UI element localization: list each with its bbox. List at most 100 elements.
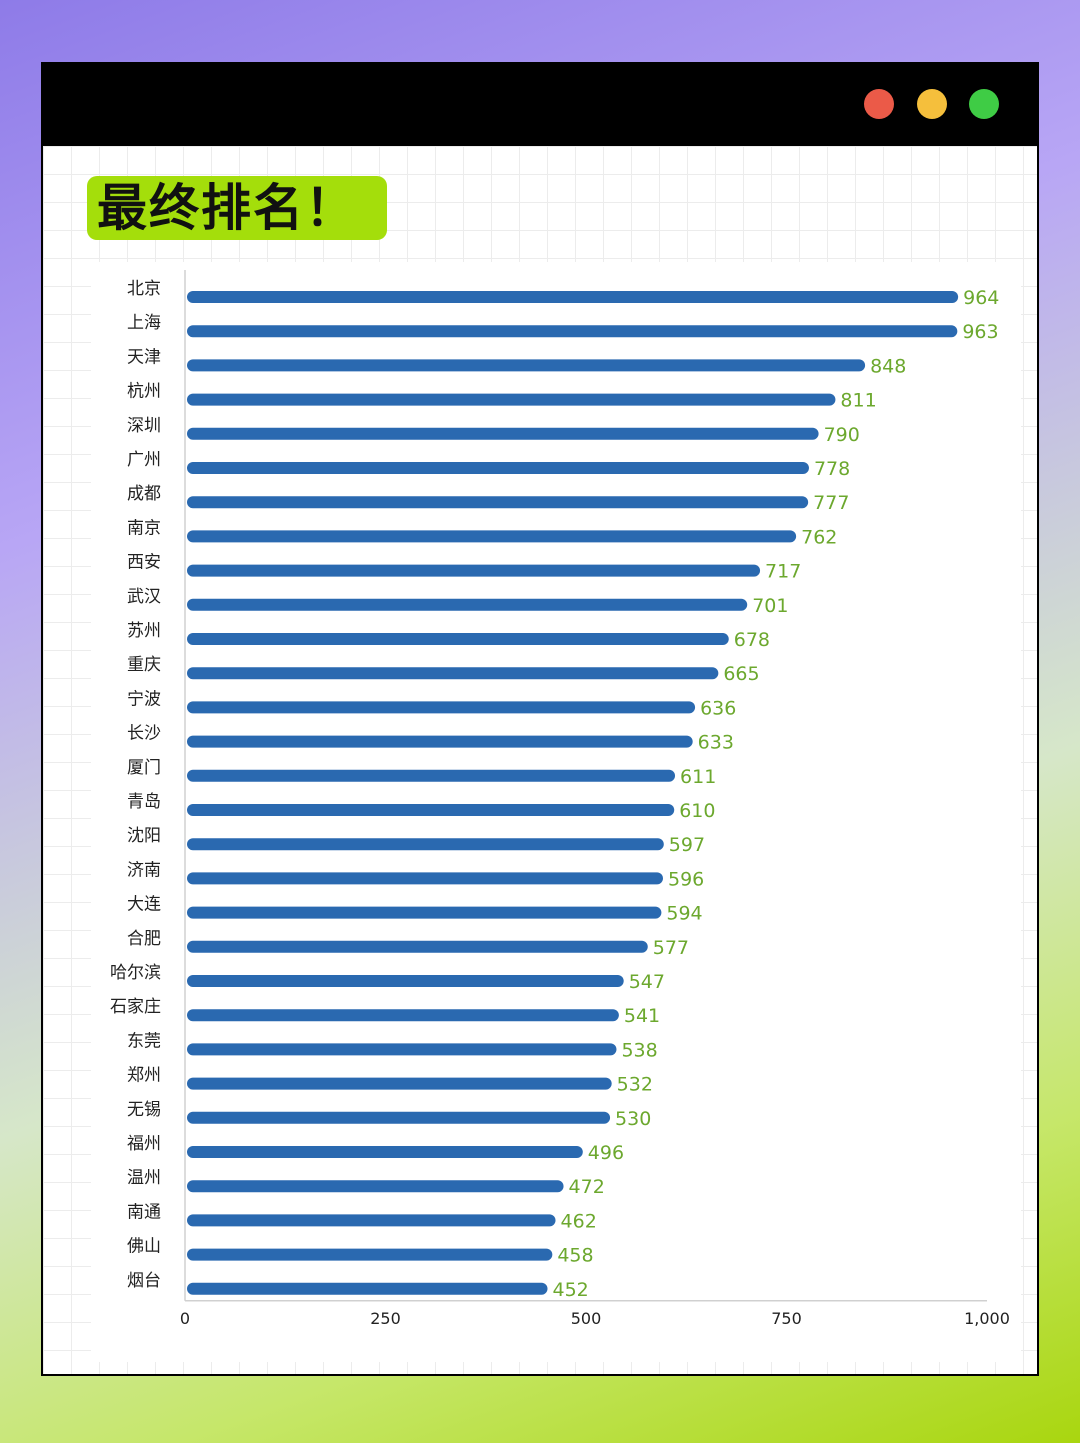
category-label: 杭州 bbox=[127, 382, 161, 402]
value-label: 596 bbox=[668, 868, 704, 890]
app-window: 最终排名！ 北京 964 上海 963 天津 848 杭州 811 深圳 790 广州 778 成都 77… bbox=[41, 62, 1039, 1376]
bar bbox=[187, 462, 809, 474]
category-label: 石家庄 bbox=[110, 997, 161, 1017]
value-label: 610 bbox=[679, 800, 715, 822]
category-label: 沈阳 bbox=[127, 826, 161, 846]
category-label: 济南 bbox=[127, 860, 161, 880]
value-label: 472 bbox=[569, 1176, 605, 1198]
category-label: 西安 bbox=[127, 553, 161, 573]
title-bar bbox=[43, 64, 1037, 146]
value-label: 496 bbox=[588, 1142, 624, 1164]
value-label: 777 bbox=[813, 492, 849, 514]
x-tick-label: 500 bbox=[571, 1309, 602, 1328]
bar bbox=[187, 667, 719, 680]
maximize-button[interactable] bbox=[969, 89, 999, 119]
category-label: 青岛 bbox=[127, 792, 161, 812]
bar bbox=[187, 598, 748, 611]
bar bbox=[187, 359, 866, 372]
category-label: 成都 bbox=[127, 484, 161, 504]
category-label: 郑州 bbox=[127, 1066, 161, 1086]
bar bbox=[187, 1214, 556, 1227]
value-label: 678 bbox=[734, 629, 770, 651]
chart-panel: 北京 964 上海 963 天津 848 杭州 811 深圳 790 广州 778 成都 777 南京 762… bbox=[91, 262, 1021, 1362]
x-tick-label: 0 bbox=[180, 1309, 190, 1328]
category-label: 南通 bbox=[127, 1202, 161, 1222]
bar bbox=[187, 872, 663, 885]
bar bbox=[187, 325, 958, 338]
content-area: 最终排名！ 北京 964 上海 963 天津 848 杭州 811 深圳 790 广州 778 成都 77… bbox=[43, 146, 1037, 1374]
bar bbox=[187, 496, 809, 509]
bar bbox=[187, 975, 624, 987]
bar bbox=[187, 940, 648, 953]
category-label: 宁波 bbox=[127, 689, 161, 709]
value-label: 848 bbox=[870, 355, 906, 377]
x-tick-label: 750 bbox=[771, 1309, 802, 1328]
category-label: 深圳 bbox=[127, 416, 161, 436]
value-label: 530 bbox=[615, 1108, 651, 1130]
bar bbox=[187, 1282, 548, 1295]
category-label: 烟台 bbox=[127, 1271, 161, 1291]
bar bbox=[187, 769, 676, 782]
category-label: 南京 bbox=[127, 518, 161, 538]
bar bbox=[187, 1077, 612, 1090]
bar bbox=[187, 291, 959, 303]
minimize-button[interactable] bbox=[917, 89, 947, 119]
bar bbox=[187, 1146, 583, 1158]
close-button[interactable] bbox=[864, 89, 894, 119]
category-label: 上海 bbox=[127, 313, 161, 333]
x-tick-label: 1,000 bbox=[964, 1309, 1010, 1328]
category-label: 东莞 bbox=[127, 1031, 161, 1051]
value-label: 538 bbox=[621, 1039, 657, 1061]
category-label: 天津 bbox=[127, 347, 161, 367]
value-label: 636 bbox=[700, 697, 736, 719]
value-label: 778 bbox=[814, 458, 850, 480]
category-label: 合肥 bbox=[127, 929, 161, 949]
bar bbox=[187, 633, 729, 645]
category-label: 无锡 bbox=[127, 1100, 161, 1120]
value-label: 541 bbox=[624, 1005, 660, 1027]
category-label: 厦门 bbox=[127, 758, 161, 778]
page-title: 最终排名！ bbox=[97, 179, 357, 237]
bar bbox=[187, 1111, 611, 1124]
value-label: 577 bbox=[653, 937, 689, 959]
value-label: 594 bbox=[666, 903, 702, 925]
bar bbox=[187, 1248, 553, 1261]
bar bbox=[187, 701, 696, 714]
value-label: 547 bbox=[629, 971, 665, 993]
value-label: 462 bbox=[561, 1210, 597, 1232]
category-label: 北京 bbox=[127, 279, 161, 299]
category-label: 福州 bbox=[127, 1134, 161, 1154]
value-label: 597 bbox=[669, 834, 705, 856]
category-label: 广州 bbox=[127, 450, 161, 470]
bar bbox=[187, 906, 662, 919]
bar bbox=[187, 838, 664, 851]
bar bbox=[187, 564, 761, 577]
bar-chart: 北京 964 上海 963 天津 848 杭州 811 深圳 790 广州 778 成都 777 南京 762… bbox=[110, 270, 1010, 1328]
bar bbox=[187, 1009, 619, 1022]
bar bbox=[187, 393, 836, 406]
value-label: 762 bbox=[801, 526, 837, 548]
bar bbox=[187, 804, 675, 816]
value-label: 633 bbox=[698, 732, 734, 754]
value-label: 717 bbox=[765, 561, 801, 583]
value-label: 790 bbox=[824, 424, 860, 446]
category-label: 佛山 bbox=[127, 1237, 161, 1257]
category-label: 哈尔滨 bbox=[110, 963, 161, 983]
category-label: 重庆 bbox=[127, 655, 161, 675]
category-label: 武汉 bbox=[127, 587, 161, 607]
heading-badge: 最终排名！ bbox=[87, 176, 387, 240]
value-label: 611 bbox=[680, 766, 716, 788]
category-label: 苏州 bbox=[127, 621, 161, 641]
bar bbox=[187, 1043, 617, 1056]
value-label: 964 bbox=[963, 287, 999, 309]
value-label: 452 bbox=[553, 1279, 589, 1301]
value-label: 963 bbox=[962, 321, 998, 343]
value-label: 811 bbox=[840, 390, 876, 412]
value-label: 458 bbox=[557, 1245, 593, 1267]
bar bbox=[187, 530, 797, 543]
value-label: 701 bbox=[752, 595, 788, 617]
bar bbox=[187, 1180, 564, 1193]
bar bbox=[187, 427, 819, 440]
value-label: 665 bbox=[723, 663, 759, 685]
value-label: 532 bbox=[617, 1074, 653, 1096]
